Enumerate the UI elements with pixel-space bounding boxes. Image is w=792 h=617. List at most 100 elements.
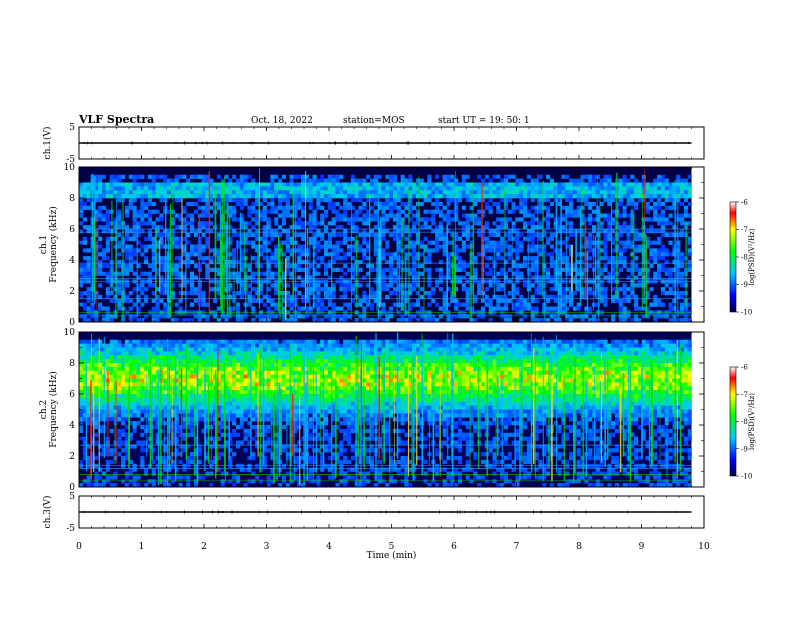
intensity-cell (676, 183, 680, 187)
intensity-cell (420, 287, 424, 291)
intensity-cell (140, 417, 144, 421)
intensity-cell (202, 260, 206, 264)
intensity-cell (416, 303, 420, 307)
colorbar-tick-label: -10 (741, 309, 752, 317)
intensity-cell (584, 190, 588, 194)
intensity-cell (355, 183, 359, 187)
intensity-cell (485, 175, 489, 179)
intensity-cell (676, 175, 680, 179)
intensity-cell (626, 287, 630, 291)
intensity-cell (343, 183, 347, 187)
intensity-cell (546, 186, 550, 190)
intensity-cell (121, 183, 125, 187)
intensity-cell (117, 179, 121, 183)
intensity-cell (443, 233, 447, 237)
intensity-cell (515, 307, 519, 311)
intensity-cell (190, 348, 194, 352)
intensity-cell (228, 276, 232, 280)
intensity-cell (129, 307, 133, 311)
intensity-cell (186, 241, 190, 245)
intensity-cell (117, 355, 121, 359)
intensity-cell (140, 433, 144, 437)
intensity-cell (152, 175, 156, 179)
intensity-cell (136, 344, 140, 348)
intensity-cell (404, 268, 408, 272)
intensity-cell (358, 299, 362, 303)
intensity-cell (213, 314, 217, 318)
intensity-cell (500, 198, 504, 202)
intensity-cell (98, 186, 102, 190)
intensity-cell (121, 190, 125, 194)
intensity-cell (565, 194, 569, 198)
intensity-cell (404, 214, 408, 218)
intensity-cell (332, 210, 336, 214)
intensity-cell (462, 303, 466, 307)
intensity-cell (669, 272, 673, 276)
intensity-cell (519, 183, 523, 187)
intensity-cell (175, 348, 179, 352)
intensity-cell (435, 190, 439, 194)
intensity-cell (347, 202, 351, 206)
intensity-cell (98, 303, 102, 307)
intensity-cell (538, 252, 542, 256)
intensity-cell (343, 264, 347, 268)
intensity-cell (527, 214, 531, 218)
intensity-cell (133, 340, 137, 344)
intensity-cell (416, 252, 420, 256)
intensity-cell (79, 379, 83, 383)
intensity-cell (416, 186, 420, 190)
intensity-cell (634, 264, 638, 268)
intensity-cell (374, 190, 378, 194)
intensity-cell (171, 183, 175, 187)
intensity-cell (228, 210, 232, 214)
intensity-cell (630, 183, 634, 187)
intensity-cell (355, 179, 359, 183)
intensity-cell (688, 186, 692, 190)
intensity-cell (424, 198, 428, 202)
intensity-cell (339, 183, 343, 187)
intensity-cell (198, 194, 202, 198)
intensity-cell (665, 252, 669, 256)
intensity-cell (611, 186, 615, 190)
intensity-cell (163, 402, 167, 406)
intensity-cell (133, 214, 137, 218)
intensity-cell (397, 210, 401, 214)
intensity-cell (573, 214, 577, 218)
intensity-cell (462, 221, 466, 225)
intensity-cell (335, 248, 339, 252)
intensity-cell (603, 214, 607, 218)
intensity-cell (194, 314, 198, 318)
intensity-cell (385, 260, 389, 264)
intensity-cell (87, 194, 91, 198)
intensity-cell (251, 241, 255, 245)
intensity-cell (274, 303, 278, 307)
intensity-cell (228, 179, 232, 183)
intensity-cell (370, 217, 374, 221)
intensity-cell (435, 175, 439, 179)
intensity-cell (531, 206, 535, 210)
intensity-cell (443, 307, 447, 311)
intensity-cell (385, 276, 389, 280)
intensity-cell (596, 241, 600, 245)
intensity-cell (236, 245, 240, 249)
intensity-cell (389, 276, 393, 280)
intensity-cell (270, 303, 274, 307)
intensity-cell (94, 413, 98, 417)
intensity-cell (435, 202, 439, 206)
intensity-cell (435, 186, 439, 190)
intensity-cell (623, 299, 627, 303)
intensity-cell (561, 217, 565, 221)
intensity-cell (531, 307, 535, 311)
intensity-cell (523, 260, 527, 264)
intensity-cell (179, 186, 183, 190)
intensity-cell (117, 359, 121, 363)
intensity-cell (106, 460, 110, 464)
intensity-cell (297, 260, 301, 264)
intensity-cell (236, 233, 240, 237)
intensity-cell (347, 217, 351, 221)
intensity-cell (186, 479, 190, 483)
intensity-cell (152, 314, 156, 318)
intensity-cell (623, 260, 627, 264)
intensity-cell (117, 221, 121, 225)
intensity-cell (401, 303, 405, 307)
